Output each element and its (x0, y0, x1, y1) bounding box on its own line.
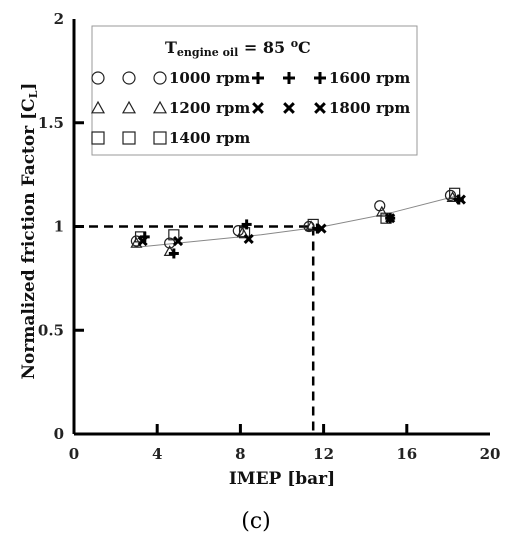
y-tick-label: 0.5 (38, 321, 64, 339)
legend-marker-x (314, 102, 326, 114)
y-tick-label: 2 (54, 10, 64, 28)
legend-marker-circle (153, 71, 167, 85)
data-point-x (243, 233, 254, 245)
legend: Tengine oil = 85 oC 1000 rpm 1600 rpm 1200… (90, 25, 418, 156)
legend-marker-x (283, 102, 295, 114)
x-tick-label: 12 (313, 445, 334, 463)
x-tick-label: 0 (69, 445, 79, 463)
x-tick-label: 20 (480, 445, 501, 463)
y-tick-label: 0 (54, 425, 64, 443)
legend-marker-plus (252, 72, 264, 84)
reference-lines (74, 225, 315, 434)
legend-marker-square (91, 131, 105, 145)
legend-marker-square (122, 131, 136, 145)
legend-label: 1400 rpm (169, 129, 250, 147)
data-point-triangle (130, 236, 143, 248)
data-point-triangle (163, 245, 176, 256)
data-point-triangle (375, 205, 388, 217)
panel-label: (c) (241, 509, 271, 534)
fit-curve-layer (136, 194, 459, 248)
x-tick-label: 4 (152, 445, 162, 463)
data-point-plus (168, 248, 179, 259)
legend-label: 1000 rpm (169, 69, 250, 87)
legend-marker-plus (314, 72, 326, 84)
y-tick-label: 1 (54, 218, 64, 236)
y-tick-label: 1.5 (38, 114, 64, 132)
x-tick-label: 8 (235, 445, 245, 463)
legend-label: 1800 rpm (329, 99, 410, 117)
legend-marker-triangle (152, 100, 168, 114)
x-axis-title: IMEP [bar] (229, 469, 335, 489)
legend-marker-square (153, 131, 167, 145)
data-point-x (172, 235, 184, 247)
data-point-x (385, 213, 396, 224)
data-point-square (168, 229, 180, 241)
data-point-x (316, 223, 327, 234)
data-point-square (238, 227, 251, 239)
legend-label: 1200 rpm (169, 99, 250, 117)
axis-ticks: 0 4 8 12 16 20 0 0.5 1 1.5 2 (38, 10, 501, 463)
legend-label: 1600 rpm (329, 69, 410, 87)
fit-curve (136, 194, 459, 248)
y-axis-title: Normalized friction Factor [CL] (19, 83, 40, 380)
data-point-plus (241, 219, 252, 230)
legend-marker-triangle (121, 100, 137, 114)
legend-marker-x (252, 102, 264, 114)
legend-marker-plus (283, 72, 295, 84)
x-tick-label: 16 (396, 445, 417, 463)
legend-title: Tengine oil = 85 oC (165, 37, 311, 59)
data-point-circle (444, 189, 457, 201)
legend-marker-circle (122, 71, 136, 85)
data-point-x (137, 235, 148, 247)
axis-titles: IMEP [bar] Normalized friction Factor [C… (19, 83, 335, 489)
legend-marker-circle (91, 71, 105, 85)
legend-marker-triangle (90, 100, 106, 114)
legend-box (91, 25, 418, 156)
data-points (130, 187, 466, 259)
data-point-x (455, 194, 466, 205)
